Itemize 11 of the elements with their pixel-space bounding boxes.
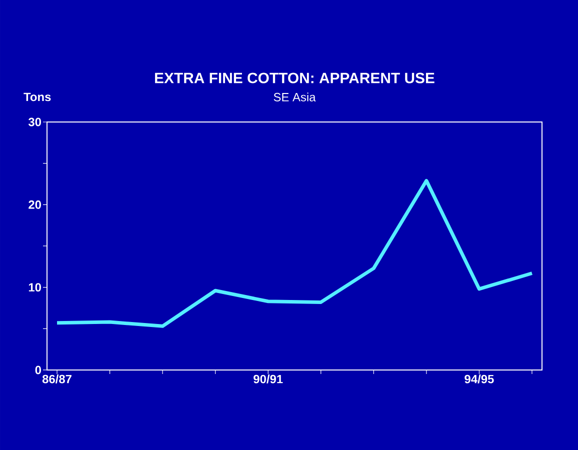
- chart-subtitle: SE Asia: [274, 92, 316, 102]
- y-tick-label: 0: [35, 366, 41, 374]
- x-tick-label: 94/95: [464, 374, 494, 384]
- x-tick-label: 86/87: [42, 374, 72, 384]
- y-tick-label: 30: [28, 118, 41, 126]
- y-tick-label: 10: [28, 283, 41, 292]
- line-series: [55, 178, 534, 328]
- y-tick-label: 20: [28, 200, 41, 209]
- y-axis-title: Tons: [24, 92, 51, 102]
- chart-title: EXTRA FINE COTTON: APPARENT USE: [155, 72, 434, 84]
- x-tick-label: 90/91: [254, 374, 283, 384]
